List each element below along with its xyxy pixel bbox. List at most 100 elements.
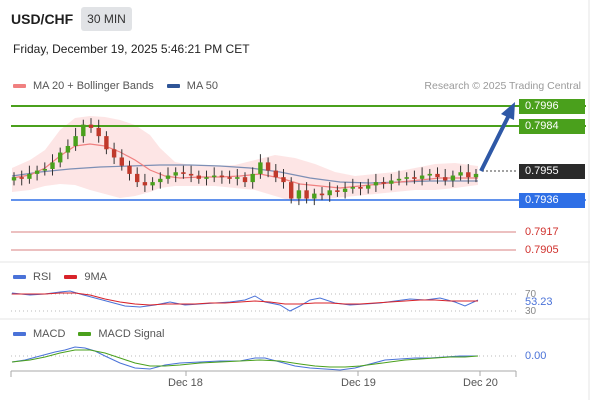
candle-body (265, 162, 271, 171)
candle-body (127, 165, 132, 174)
candle-body (96, 127, 101, 137)
chart-header: USD/CHF 30 MIN (0, 0, 590, 38)
rsi-value: 53.23 (525, 296, 553, 308)
candle-body (50, 162, 55, 169)
rsi-label: RSI (33, 271, 52, 283)
rsi-upper-label: 70 (525, 289, 537, 300)
9ma-label: 9MA (84, 271, 107, 283)
candle-body (88, 124, 94, 128)
candle-body (42, 168, 47, 171)
candle-body (181, 172, 186, 174)
candle-body (350, 187, 355, 189)
candle-body (342, 188, 348, 192)
candle-body (27, 173, 32, 179)
candle-body (443, 177, 448, 181)
macd-label: MACD (33, 328, 66, 340)
candle-body (458, 172, 463, 176)
forecast-arrowhead (501, 102, 515, 120)
legend-item-rsi[interactable]: RSI (13, 271, 51, 283)
macd-signal-line (11, 349, 479, 368)
candle-body (466, 172, 471, 178)
candle-body (289, 182, 294, 199)
candle-body (273, 170, 278, 178)
candle-body (319, 193, 325, 196)
candle-body (142, 182, 148, 186)
candle-body (196, 175, 201, 179)
candle-body (335, 190, 340, 192)
candle-body (373, 182, 379, 186)
price-tag-resistance-2: 0.7996 (519, 99, 585, 114)
candle-body (119, 157, 124, 166)
candle-body (366, 185, 371, 189)
main-legend: MA 20 + Bollinger Bands MA 50 (13, 80, 231, 92)
copyright-text: Research © 2025 Trading Central (424, 80, 581, 92)
candle-body (165, 175, 171, 179)
candle-body (312, 193, 317, 199)
candle-body (419, 175, 425, 179)
candle-body (11, 177, 17, 181)
candle-body (219, 175, 225, 178)
candle-body (212, 175, 217, 178)
macd-signal-label: MACD Signal (98, 328, 165, 340)
x-axis-label: Dec 19 (341, 377, 376, 389)
candle-body (235, 177, 240, 179)
candle-body (19, 177, 24, 179)
legend-item-9ma[interactable]: 9MA (64, 271, 107, 283)
candle-body (281, 177, 286, 183)
candle-body (381, 182, 386, 184)
candle-body (81, 124, 86, 137)
candle-body (111, 149, 117, 158)
ma50-swatch (166, 84, 180, 88)
candle-body (296, 190, 302, 199)
legend-item-ma20[interactable]: MA 20 + Bollinger Bands (13, 80, 154, 92)
price-tag-current: 0.7955 (519, 164, 585, 179)
candle-body (104, 136, 109, 150)
candle-body (34, 170, 40, 174)
candle-body (73, 136, 78, 146)
candle-body (412, 177, 417, 179)
candle-body (427, 173, 432, 176)
candle-body (173, 172, 178, 176)
candle-body (250, 173, 255, 183)
macd-legend: MACD MACD Signal (13, 328, 177, 340)
x-axis-label: Dec 18 (168, 377, 203, 389)
rsi-swatch (13, 275, 26, 279)
candle-body (258, 162, 263, 174)
candle-body (473, 173, 479, 178)
candle-body (150, 182, 155, 186)
legend-item-macd-signal[interactable]: MACD Signal (78, 328, 164, 340)
ma50-label: MA 50 (186, 80, 218, 92)
legend-item-macd[interactable]: MACD (13, 328, 65, 340)
price-tag-support-1: 0.7917 (525, 226, 559, 238)
timeframe-button[interactable]: 30 MIN (81, 7, 132, 31)
9ma-swatch (64, 275, 78, 279)
ma20-label: MA 20 + Bollinger Bands (33, 80, 154, 92)
candle-body (396, 178, 402, 181)
candle-body (188, 173, 194, 176)
timestamp: Friday, December 19, 2025 5:46:21 PM CET (13, 42, 250, 56)
candle-body (65, 145, 71, 153)
ma50-line (11, 164, 478, 184)
legend-item-ma50[interactable]: MA 50 (166, 80, 218, 92)
candle-body (204, 177, 209, 179)
rsi-lower-label: 30 (525, 306, 537, 317)
rsi-ma-line (12, 292, 478, 306)
candle-body (389, 180, 394, 184)
candle-body (158, 178, 163, 183)
candle-body (450, 175, 456, 181)
candle-body (304, 190, 309, 199)
macd-swatch (13, 332, 26, 336)
macd-signal-swatch (78, 332, 92, 336)
macd-value: 0.00 (525, 350, 547, 362)
candle-body (404, 177, 409, 179)
candle-body (327, 190, 332, 196)
forecast-arrow (479, 114, 511, 172)
candle-body (358, 187, 363, 189)
ma20-swatch (13, 84, 26, 88)
candle-body (242, 177, 248, 183)
price-tag-support-2: 0.7905 (525, 244, 559, 256)
bollinger-band (12, 116, 478, 202)
candle-body (58, 152, 63, 163)
candle-body (227, 177, 232, 179)
